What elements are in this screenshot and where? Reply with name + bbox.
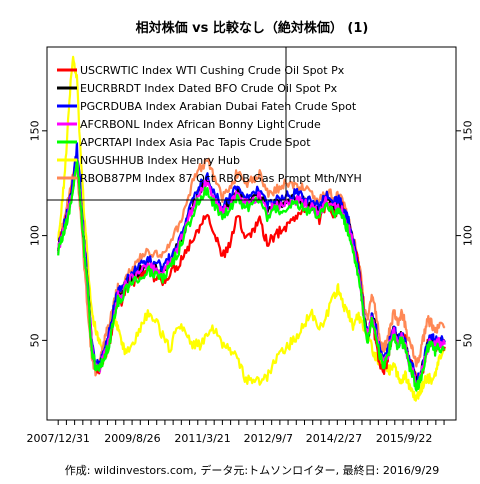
x-tick-label: 2015/9/22	[376, 432, 432, 445]
legend: USCRWTIC Index WTI Cushing Crude Oil Spo…	[46, 46, 362, 201]
x-tick-label: 2009/8/26	[104, 432, 160, 445]
y-tick-label-left: 100	[29, 225, 42, 246]
y-tick-label-right: 150	[462, 120, 475, 141]
chart-title: 相対株価 vs 比較なし（絶対株価） (1)	[136, 20, 369, 36]
y-tick-label-left: 50	[29, 333, 42, 347]
x-tick-label: 2014/2/27	[306, 432, 362, 445]
y-axis-right: 50 100 150	[456, 120, 475, 347]
series-line-7	[57, 157, 446, 377]
y-tick-label-left: 150	[29, 120, 42, 141]
x-tick-label: 2007/12/31	[26, 432, 89, 445]
series-line-5	[57, 158, 446, 392]
legend-label: EUCRBRDT Index Dated BFO Crude Oil Spot …	[80, 82, 338, 95]
legend-label: NGUSHHUB Index Henry Hub	[80, 154, 240, 167]
legend-box	[46, 46, 287, 201]
legend-label: USCRWTIC Index WTI Cushing Crude Oil Spo…	[80, 64, 345, 77]
y-tick-label-right: 50	[462, 333, 475, 347]
y-axis-left: 50 100 150	[29, 120, 47, 347]
chart-caption: 作成: wildinvestors.com, データ元:トムソンロイター, 最終…	[65, 463, 439, 477]
legend-label: APCRTAPI Index Asia Pac Tapis Crude Spot	[80, 136, 311, 149]
legend-label: PGCRDUBA Index Arabian Dubai Fateh Crude…	[80, 100, 357, 113]
y-tick-label-right: 100	[462, 225, 475, 246]
legend-label: AFCRBONL Index African Bonny Light Crude	[80, 118, 321, 131]
x-tick-label: 2011/3/21	[174, 432, 230, 445]
x-tick-label: 2012/9/7	[244, 432, 293, 445]
x-axis: 2007/12/31 2009/8/26 2011/3/21 2012/9/7 2014…	[26, 420, 445, 445]
legend-label: RBOB87PM Index 87 Oct RBOB Gas Prmpt Mth…	[80, 172, 362, 185]
